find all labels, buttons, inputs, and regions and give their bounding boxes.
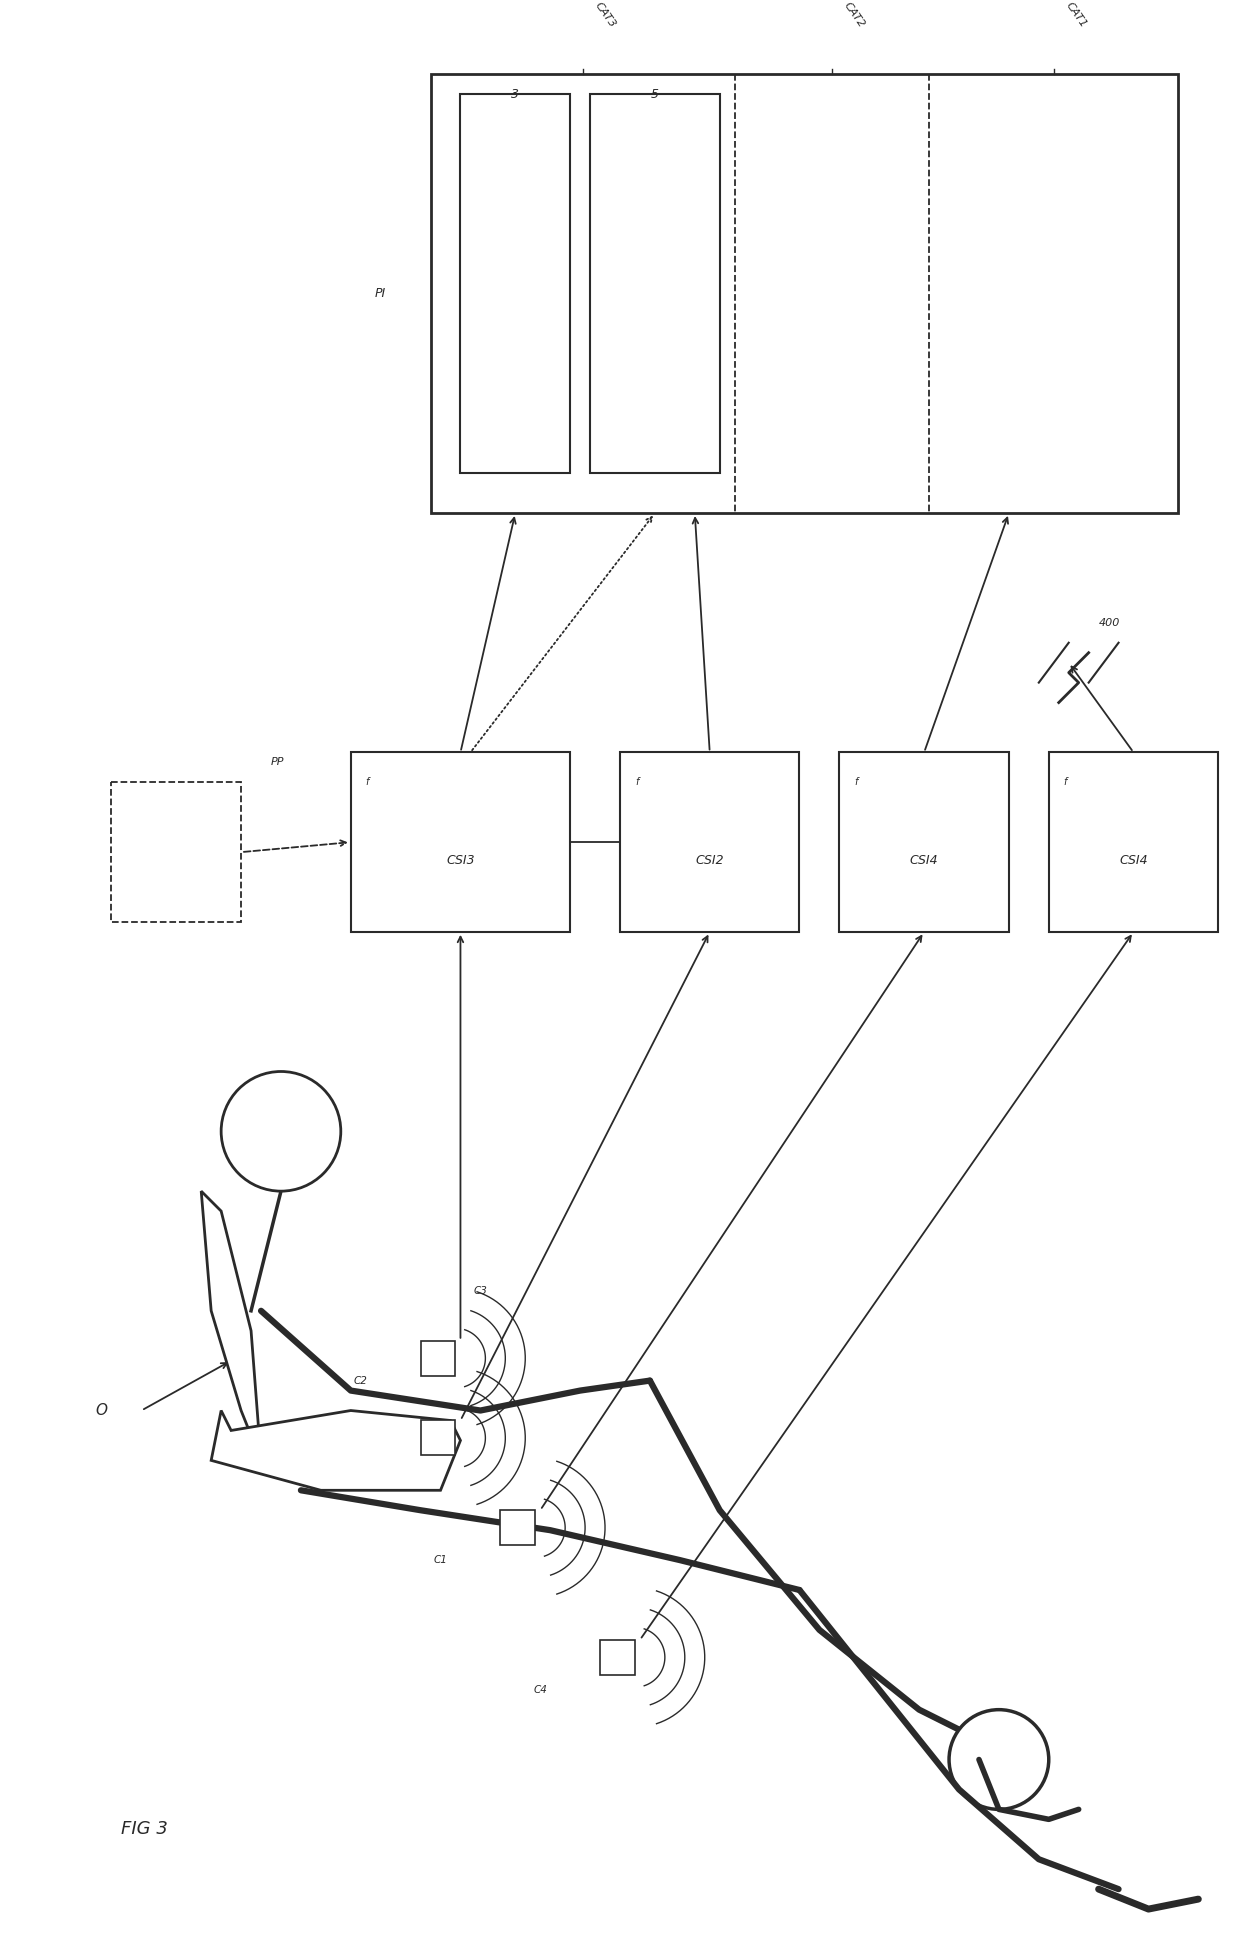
Bar: [600, 1640, 635, 1675]
Text: O: O: [95, 1404, 108, 1417]
Text: C2: C2: [353, 1375, 368, 1386]
Bar: [112, 781, 241, 921]
Circle shape: [221, 1072, 341, 1191]
Bar: [839, 752, 1009, 933]
Bar: [501, 1510, 536, 1545]
Bar: [420, 1340, 455, 1375]
Text: C1: C1: [434, 1555, 448, 1565]
Text: C4: C4: [533, 1685, 547, 1695]
Text: PP: PP: [272, 758, 284, 768]
Text: CSI4: CSI4: [910, 853, 939, 867]
Text: CSI4: CSI4: [1120, 853, 1148, 867]
Text: f: f: [366, 778, 370, 787]
Bar: [590, 95, 719, 473]
Polygon shape: [201, 1191, 262, 1460]
Text: 3: 3: [511, 87, 520, 101]
Bar: [430, 74, 1178, 514]
Polygon shape: [211, 1410, 460, 1491]
Bar: [460, 95, 570, 473]
Text: f: f: [1064, 778, 1068, 787]
Bar: [620, 752, 800, 933]
Text: CAT1: CAT1: [1064, 0, 1089, 29]
Bar: [1049, 752, 1218, 933]
Text: 5: 5: [651, 87, 658, 101]
Text: CAT3: CAT3: [593, 0, 618, 29]
Bar: [420, 1421, 455, 1456]
Text: C3: C3: [474, 1286, 487, 1295]
Text: FIG 3: FIG 3: [122, 1821, 169, 1838]
Text: 400: 400: [1099, 619, 1120, 628]
Bar: [351, 752, 570, 933]
Text: CSI2: CSI2: [696, 853, 724, 867]
Text: CSI3: CSI3: [446, 853, 475, 867]
Circle shape: [949, 1710, 1049, 1809]
Text: f: f: [854, 778, 858, 787]
Text: PI: PI: [374, 287, 387, 301]
Text: f: f: [635, 778, 639, 787]
Text: CAT2: CAT2: [842, 0, 867, 29]
